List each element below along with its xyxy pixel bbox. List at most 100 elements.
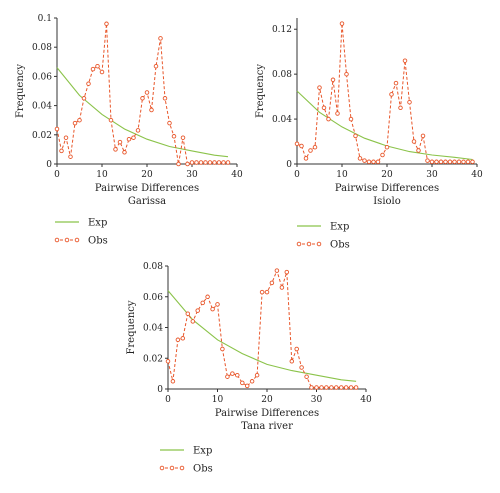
series-line-obs — [296, 23, 473, 163]
x-axis-label: Pairwise Differences — [95, 183, 199, 194]
x-tick-label: 40 — [360, 395, 372, 405]
obs-point — [180, 135, 186, 140]
x-tick-label: 10 — [212, 395, 224, 405]
obs-point — [303, 156, 309, 161]
legend-label: Obs — [330, 240, 350, 251]
obs-point — [113, 147, 118, 152]
x-tick-label: 0 — [165, 395, 171, 405]
obs-point — [339, 21, 345, 26]
obs-point — [203, 160, 208, 165]
obs-point — [54, 126, 60, 132]
obs-point — [317, 85, 322, 90]
y-tick-label: 0.1 — [38, 14, 52, 24]
obs-point — [371, 159, 376, 165]
obs-point — [269, 280, 275, 286]
obs-point — [443, 159, 448, 165]
legend-marker-obs — [169, 465, 175, 471]
obs-point — [309, 385, 314, 390]
obs-point — [461, 159, 466, 165]
obs-point — [425, 158, 430, 163]
obs-point — [158, 36, 163, 41]
series-line-obs — [56, 23, 228, 165]
obs-point — [216, 160, 222, 165]
obs-point — [348, 116, 354, 122]
obs-point — [205, 294, 210, 300]
obs-point — [207, 160, 213, 165]
obs-point — [335, 111, 340, 116]
obs-point — [249, 379, 255, 384]
obs-point — [384, 144, 390, 150]
obs-point — [225, 374, 230, 379]
obs-point — [220, 346, 225, 352]
obs-point — [294, 141, 300, 147]
x-tick-label: 20 — [261, 395, 273, 405]
legend: Exp Obs — [54, 218, 108, 247]
legend-label: Obs — [88, 236, 108, 247]
obs-point — [321, 105, 327, 111]
obs-point — [389, 92, 394, 97]
chart-subtitle: Isiolo — [373, 196, 401, 207]
legend-marker-obs — [54, 237, 60, 243]
obs-point — [438, 159, 444, 165]
obs-point — [411, 139, 417, 144]
obs-point — [452, 159, 457, 165]
obs-point — [63, 135, 69, 140]
obs-point — [171, 134, 177, 139]
obs-point — [144, 90, 150, 95]
obs-point — [86, 81, 91, 86]
x-tick-label: 0 — [294, 170, 300, 180]
obs-point — [254, 372, 260, 378]
obs-point — [117, 139, 123, 145]
obs-point — [95, 63, 100, 69]
obs-point — [456, 159, 462, 165]
obs-point — [353, 133, 358, 139]
obs-point — [299, 365, 304, 370]
x-tick-label: 40 — [471, 170, 483, 180]
obs-point — [180, 336, 186, 341]
series-line-exp — [296, 90, 473, 161]
obs-point — [264, 289, 270, 295]
obs-point — [230, 371, 235, 376]
obs-point — [447, 159, 453, 165]
obs-point — [312, 144, 318, 150]
legend-marker-obs — [306, 241, 312, 247]
obs-point — [235, 372, 240, 378]
obs-point — [176, 161, 181, 167]
y-tick-label: 0.04 — [143, 324, 163, 334]
legend-marker-obs — [296, 241, 302, 247]
legend-label: Obs — [193, 464, 213, 475]
y-axis-label: Frequency — [255, 64, 266, 118]
y-tick-label: 0.02 — [32, 131, 52, 141]
obs-point — [326, 116, 331, 122]
obs-point — [225, 160, 231, 165]
obs-point — [195, 308, 200, 313]
x-tick-label: 30 — [186, 170, 198, 180]
obs-point — [319, 385, 324, 390]
obs-point — [240, 380, 245, 386]
obs-point — [162, 96, 168, 101]
chart-subtitle: Garissa — [128, 196, 166, 207]
x-tick-label: 20 — [381, 170, 393, 180]
obs-point — [366, 159, 372, 165]
obs-point — [274, 268, 280, 273]
series-line-exp — [167, 290, 357, 382]
obs-point — [190, 319, 196, 324]
obs-point — [135, 128, 141, 133]
obs-point — [470, 159, 475, 165]
obs-point — [210, 306, 215, 312]
x-tick-label: 10 — [336, 170, 348, 180]
obs-point — [393, 80, 399, 86]
obs-point — [140, 96, 145, 101]
obs-point — [429, 159, 435, 165]
obs-point — [465, 159, 471, 165]
series-line-obs — [167, 269, 357, 388]
legend: Exp Obs — [296, 222, 350, 251]
obs-point — [200, 300, 205, 306]
obs-point — [279, 285, 285, 290]
obs-point — [185, 311, 191, 316]
obs-point — [324, 385, 329, 390]
legend-label: Exp — [330, 222, 349, 233]
obs-point — [175, 337, 181, 343]
